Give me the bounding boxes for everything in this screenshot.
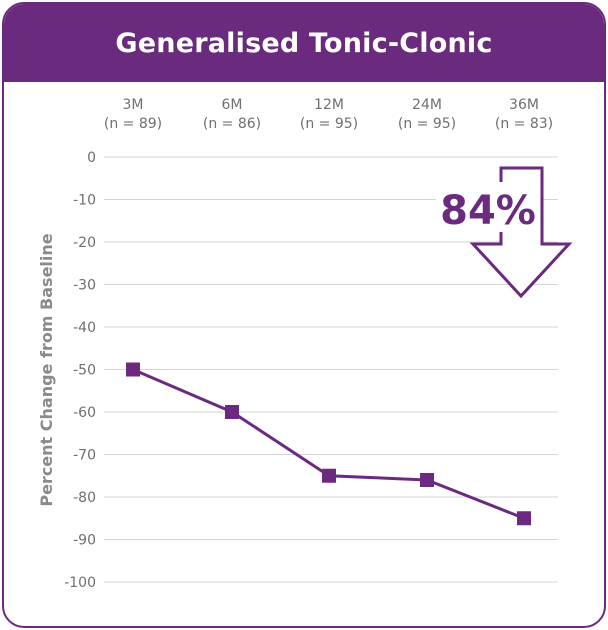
y-tick-label: -100 [64, 575, 96, 591]
data-point [126, 362, 140, 377]
y-tick-label: -90 [73, 533, 96, 549]
x-tick-labels: 3M (n = 89) 6M (n = 86) 12M (n = 95) 24M (n = 9… [104, 97, 553, 132]
y-tick-label: -80 [73, 490, 96, 506]
x-tick-label: 36M [509, 97, 539, 113]
y-tick-label: -30 [73, 278, 96, 294]
annotation-value: 84% [440, 188, 536, 234]
data-point [420, 473, 434, 487]
y-tick-label: 0 [87, 150, 96, 166]
y-tick-label: -40 [73, 320, 96, 336]
annotation-background [436, 182, 540, 232]
change-annotation: 84% [436, 166, 573, 299]
x-tick-label: 6M [222, 97, 243, 113]
x-tick-sample-size: (n = 83) [495, 116, 553, 132]
x-tick-sample-size: (n = 95) [300, 116, 358, 132]
x-tick-label: 3M [123, 97, 144, 113]
x-tick-sample-size: (n = 86) [203, 116, 261, 132]
x-tick-label: 24M [412, 97, 442, 113]
y-tick-label: -60 [73, 405, 96, 421]
data-point [322, 468, 336, 483]
y-tick-label: -20 [73, 235, 96, 251]
series-line [126, 362, 531, 526]
series-line-path [132, 368, 525, 520]
chart-header: Generalised Tonic-Clonic [4, 4, 604, 82]
y-tick-label: -10 [73, 193, 96, 209]
data-point [225, 405, 239, 419]
y-tick-label: -50 [73, 363, 96, 379]
y-tick-labels: 0 -10 -20 -30 -40 -50 -60 -70 -80 -90 -100 [64, 150, 96, 591]
x-tick-sample-size: (n = 95) [398, 116, 456, 132]
x-tick-sample-size: (n = 89) [104, 116, 162, 132]
y-tick-label: -70 [73, 448, 96, 464]
grid-lines [104, 156, 558, 583]
y-axis-label: Percent Change from Baseline [37, 233, 56, 506]
data-point [517, 511, 531, 526]
chart-title: Generalised Tonic-Clonic [115, 27, 493, 59]
x-tick-label: 12M [314, 97, 344, 113]
